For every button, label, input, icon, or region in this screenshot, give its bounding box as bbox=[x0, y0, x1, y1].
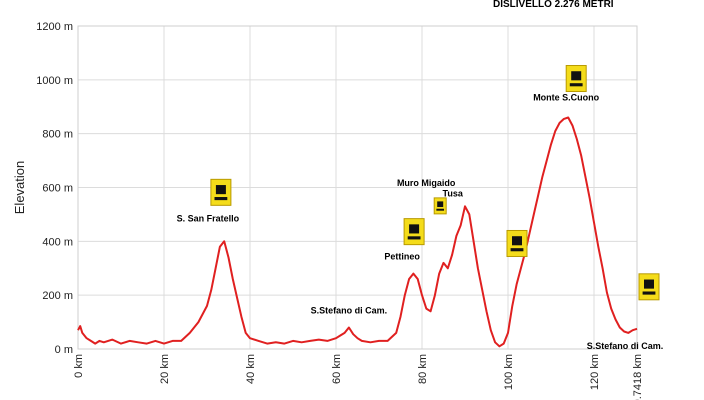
plot-frame bbox=[77, 25, 638, 350]
y-tick-label: 200 m bbox=[42, 290, 73, 302]
sign-caption-bar bbox=[436, 208, 445, 211]
climb-total-header: DISLIVELLO 2.276 METRI bbox=[493, 0, 614, 10]
sprint-sign-icon bbox=[506, 229, 528, 257]
sprint-sign-icon bbox=[638, 273, 660, 301]
x-tick-label: 100 km bbox=[503, 354, 515, 390]
sign-glyph bbox=[571, 71, 582, 81]
x-tick-label: 40 km bbox=[245, 354, 257, 384]
x-tick-label: 0 km bbox=[73, 354, 85, 378]
y-tick-label: 800 m bbox=[42, 129, 73, 141]
sign-glyph bbox=[215, 185, 226, 195]
y-tick-label: 400 m bbox=[42, 236, 73, 248]
sign-glyph bbox=[409, 224, 420, 234]
sign-caption-bar bbox=[510, 248, 524, 252]
sign-caption-bar bbox=[214, 197, 228, 201]
elevation-line bbox=[77, 116, 638, 348]
annotation-label: S. San Fratello bbox=[177, 213, 240, 223]
x-tick-label: 20 km bbox=[159, 354, 171, 384]
y-tick-label: 600 m bbox=[42, 183, 73, 195]
sign-caption-bar bbox=[407, 236, 421, 240]
x-tick-label: 130.7418 km bbox=[632, 354, 644, 400]
y-axis-label: Elevation bbox=[12, 161, 27, 214]
annotation-label: Tusa bbox=[443, 188, 464, 198]
annotations: S. San Fratello S.Stefano di Cam. Pettineo… bbox=[177, 65, 664, 351]
sprint-sign-icon bbox=[433, 197, 447, 215]
annotation-label: Muro Migaido bbox=[397, 178, 456, 188]
x-axis-ticks: 0 km 20 km 40 km 60 km 80 km 100 km 120 km 130.… bbox=[73, 354, 644, 400]
x-tick-label: 80 km bbox=[417, 354, 429, 384]
sprint-sign-icon bbox=[565, 65, 587, 93]
annotation-label: Monte S.Cuono bbox=[533, 93, 599, 103]
grid bbox=[77, 25, 638, 350]
y-tick-label: 1200 m bbox=[36, 21, 73, 33]
sign-glyph bbox=[512, 236, 522, 246]
sign-glyph bbox=[437, 201, 444, 207]
y-tick-label: 1000 m bbox=[36, 75, 73, 87]
x-tick-label: 60 km bbox=[331, 354, 343, 384]
annotation-label: S.Stefano di Cam. bbox=[311, 305, 388, 315]
y-tick-label: 0 m bbox=[55, 344, 73, 356]
series-layer bbox=[77, 116, 638, 348]
annotation-label: S.Stefano di Cam. bbox=[587, 341, 664, 351]
x-tick-label: 120 km bbox=[589, 354, 601, 390]
sprint-sign-icon bbox=[403, 218, 425, 246]
sign-caption-bar bbox=[642, 291, 656, 295]
y-axis-ticks: 0 m 200 m 400 m 600 m 800 m 1000 m 1200 m bbox=[36, 21, 73, 356]
sign-caption-bar bbox=[569, 83, 583, 87]
gpm-sign-icon bbox=[210, 178, 232, 206]
annotation-label: Pettineo bbox=[384, 252, 420, 262]
sign-glyph bbox=[644, 279, 654, 289]
